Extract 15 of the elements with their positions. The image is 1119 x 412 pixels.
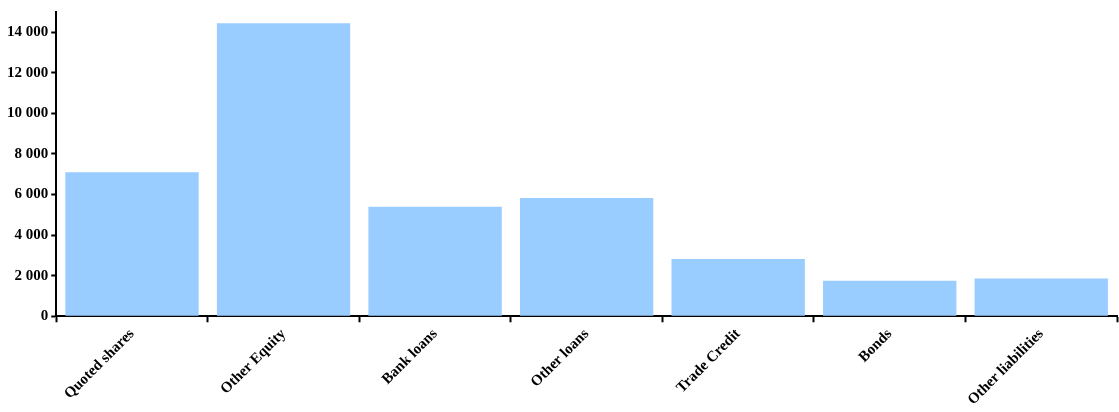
bar — [671, 259, 805, 316]
y-tick-label: 2 000 — [14, 266, 49, 283]
bar — [65, 172, 199, 316]
y-tick-label: 10 000 — [7, 104, 49, 121]
bar — [974, 278, 1108, 316]
y-tick-label: 14 000 — [7, 23, 49, 40]
y-tick-label: 12 000 — [7, 63, 49, 80]
bar — [216, 23, 351, 316]
y-tick-label: 4 000 — [14, 226, 49, 243]
bar — [823, 280, 957, 316]
y-tick-label: 6 000 — [14, 185, 49, 202]
y-tick-label: 8 000 — [14, 144, 49, 161]
bar — [519, 198, 654, 316]
y-tick-label: 0 — [40, 307, 49, 324]
bar — [368, 206, 502, 316]
